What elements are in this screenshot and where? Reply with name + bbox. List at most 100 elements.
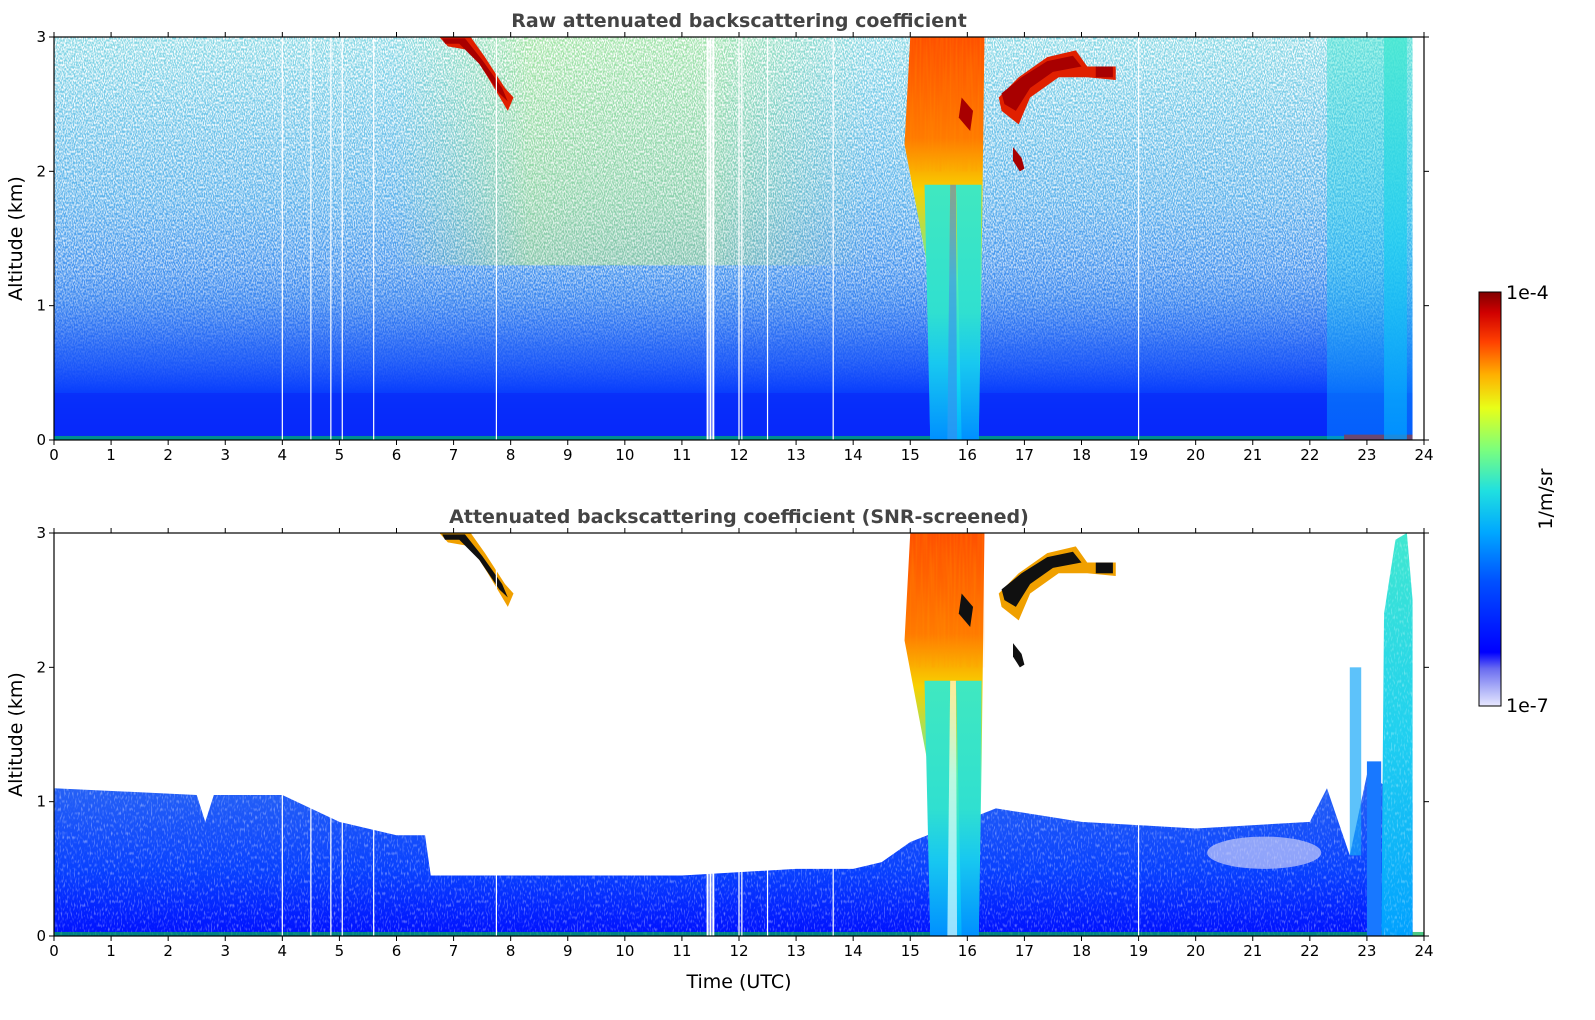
cloud-layer-rim — [439, 533, 514, 607]
x-tick-label: 17 — [1015, 942, 1034, 960]
x-tick-label: 23 — [1357, 942, 1376, 960]
aerosol-plume — [1384, 37, 1407, 440]
x-tick-label: 15 — [901, 942, 920, 960]
x-tick-label: 24 — [1414, 446, 1433, 464]
x-tick-label: 18 — [1072, 446, 1091, 464]
x-tick-label: 12 — [729, 446, 748, 464]
x-axis-ticks: 0 1 2 3 4 5 6 7 8 9 10 11 12 13 14 15 16 17 18 19 20 21 22 23 24 — [49, 528, 1434, 960]
x-tick-label: 0 — [49, 942, 59, 960]
x-tick-label: 1 — [106, 942, 116, 960]
colorbar-max-label: 1e-4 — [1506, 282, 1549, 304]
x-tick-label: 11 — [672, 446, 691, 464]
x-tick-label: 19 — [1129, 446, 1148, 464]
cloud-layer-rim — [998, 50, 1116, 125]
x-tick-label: 1 — [106, 446, 116, 464]
raw-backscatter-heatmap — [54, 37, 1424, 440]
cloud-layer-rim — [998, 546, 1116, 621]
x-tick-label: 12 — [729, 942, 748, 960]
x-tick-label: 3 — [220, 942, 230, 960]
cloud-core-texture — [910, 533, 985, 668]
plume-speckle — [1384, 533, 1413, 936]
x-tick-label: 22 — [1300, 942, 1319, 960]
x-tick-label: 9 — [563, 446, 573, 464]
cloud-layer — [1001, 551, 1082, 607]
colorbar: 1e-4 1e-7 1/m/sr — [1478, 282, 1557, 717]
x-tick-label: 6 — [392, 446, 402, 464]
x-tick-label: 7 — [449, 446, 459, 464]
chart-title: Attenuated backscattering coefficient (S… — [449, 506, 1029, 528]
gap-between-streaks — [947, 184, 958, 440]
cloud-fragment — [1013, 643, 1025, 668]
cloud-fragment — [1013, 147, 1025, 172]
x-tick-label: 21 — [1243, 942, 1262, 960]
snr-screened-panel: Attenuated backscattering coefficient (S… — [5, 506, 1434, 993]
x-tick-label: 4 — [278, 942, 288, 960]
colorbar-min-label: 1e-7 — [1506, 695, 1549, 717]
x-tick-label: 2 — [163, 942, 173, 960]
colorbar-gradient — [1478, 291, 1502, 707]
aerosol-plume — [1366, 761, 1382, 936]
y-tick-label: 3 — [36, 524, 46, 542]
precipitation-streak — [955, 184, 982, 440]
cloud-layer — [442, 534, 508, 598]
raw-backscatter-panel: Raw attenuated backscattering coefficien… — [5, 10, 1434, 464]
x-tick-label: 6 — [392, 942, 402, 960]
x-tick-label: 2 — [163, 446, 173, 464]
x-tick-label: 23 — [1357, 446, 1376, 464]
x-tick-label: 5 — [335, 942, 345, 960]
y-axis-label: Altitude (km) — [5, 672, 27, 797]
gap-between-streaks — [947, 680, 958, 936]
x-tick-label: 18 — [1072, 942, 1091, 960]
x-tick-label: 4 — [278, 446, 288, 464]
cloud-core-texture — [910, 37, 985, 172]
x-tick-label: 20 — [1186, 446, 1205, 464]
precipitation-streak — [955, 680, 982, 936]
x-tick-label: 9 — [563, 942, 573, 960]
no-data-region — [1412, 37, 1424, 440]
x-axis-label: Time (UTC) — [685, 971, 791, 993]
x-tick-label: 8 — [506, 942, 516, 960]
x-tick-label: 0 — [49, 446, 59, 464]
y-axis-ticks: 0 1 2 3 — [36, 524, 1429, 945]
x-tick-label: 19 — [1129, 942, 1148, 960]
cloud-layer-rim — [439, 37, 514, 111]
x-tick-label: 14 — [844, 942, 863, 960]
y-tick-label: 0 — [36, 431, 46, 449]
y-axis-ticks: 0 1 2 3 — [36, 28, 1429, 449]
x-tick-label: 8 — [506, 446, 516, 464]
boundary-layer-speckle — [54, 774, 1413, 936]
x-tick-label: 3 — [220, 446, 230, 464]
y-tick-label: 2 — [36, 162, 46, 180]
y-tick-label: 2 — [36, 658, 46, 676]
x-tick-label: 10 — [615, 942, 634, 960]
near-surface-layer — [54, 392, 1413, 436]
noise-speckle — [54, 37, 1413, 393]
colorbar-unit-label: 1/m/sr — [1535, 468, 1557, 529]
x-tick-label: 21 — [1243, 446, 1262, 464]
y-tick-label: 0 — [36, 927, 46, 945]
cloud-fragment — [958, 97, 974, 132]
snr-screened-heatmap — [54, 533, 1424, 936]
y-axis-label: Altitude (km) — [5, 176, 27, 301]
x-tick-label: 7 — [449, 942, 459, 960]
aerosol-streak — [1349, 667, 1362, 856]
x-tick-label: 16 — [958, 446, 977, 464]
precipitation-streak — [924, 184, 951, 440]
x-tick-label: 11 — [672, 942, 691, 960]
sparse-aerosol — [54, 734, 431, 789]
cloud-layer — [1001, 55, 1082, 111]
cloud-layer — [442, 38, 508, 102]
surface-echo — [54, 435, 1413, 440]
x-tick-label: 13 — [787, 942, 806, 960]
y-tick-label: 3 — [36, 28, 46, 46]
cloud-fragment — [1095, 66, 1113, 78]
y-tick-label: 1 — [36, 793, 46, 811]
cloud-fragment — [1095, 562, 1113, 574]
x-tick-label: 20 — [1186, 942, 1205, 960]
x-tick-label: 17 — [1015, 446, 1034, 464]
x-tick-label: 24 — [1414, 942, 1433, 960]
x-tick-label: 5 — [335, 446, 345, 464]
x-tick-label: 14 — [844, 446, 863, 464]
precipitation-streak — [924, 680, 951, 936]
